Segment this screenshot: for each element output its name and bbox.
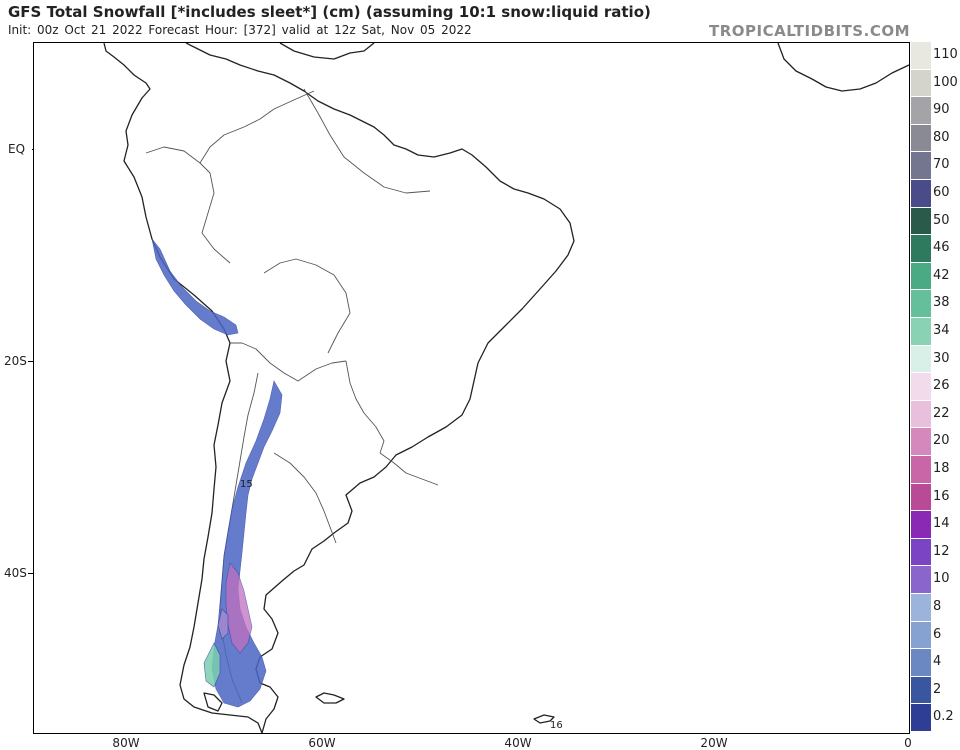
legend-item: 10: [911, 566, 959, 594]
legend-level-label: 42: [933, 267, 950, 283]
legend-swatch: [911, 649, 931, 677]
snowfall-map: 15 16: [33, 42, 910, 734]
legend-level-label: 60: [933, 185, 950, 200]
lon-label-0: 0: [904, 736, 912, 750]
legend-item: 80: [911, 124, 959, 153]
legend-item: 42: [911, 262, 959, 291]
legend-item: 20: [911, 428, 959, 456]
legend-level-label: 20: [933, 433, 950, 449]
brand-watermark: TROPICALTIDBITS.COM: [709, 22, 910, 40]
snowfall-color-scale: 110 100 90 80 70 60 50 46 42 38 34 30 26 22 20 18 16 14 12…: [911, 42, 959, 732]
legend-item: 12: [911, 538, 959, 567]
legend-item: 38: [911, 290, 959, 318]
legend-item: 50: [911, 207, 959, 236]
legend-item: 0.2: [911, 704, 959, 732]
legend-level-label: 0.2: [933, 709, 954, 725]
legend-level-label: 10: [933, 571, 950, 587]
legend-item: 70: [911, 152, 959, 180]
legend-swatch: [911, 373, 931, 401]
legend-level-label: 18: [933, 461, 950, 476]
country-borders: [145, 88, 439, 704]
legend-swatch: [911, 345, 931, 374]
legend-item: 2: [911, 676, 959, 705]
legend-level-label: 80: [933, 129, 950, 145]
legend-swatch: [911, 428, 931, 456]
legend-swatch: [911, 152, 931, 180]
legend-level-label: 6: [933, 626, 942, 642]
legend-level-label: 90: [933, 102, 950, 118]
legend-swatch: [911, 676, 931, 705]
legend-item: 30: [911, 345, 959, 374]
map-subtitle: Init: 00z Oct 21 2022 Forecast Hour: [37…: [8, 23, 472, 37]
legend-item: 26: [911, 373, 959, 401]
legend-swatch: [911, 207, 931, 236]
legend-swatch: [911, 290, 931, 318]
legend-swatch: [911, 621, 931, 650]
legend-swatch: [911, 97, 931, 125]
legend-item: 16: [911, 483, 959, 512]
legend-swatch: [911, 69, 931, 98]
legend-swatch: [911, 124, 931, 153]
legend-item: 34: [911, 318, 959, 346]
legend-level-label: 100: [933, 74, 958, 90]
legend-swatch: [911, 538, 931, 567]
lat-label-20s: 20S: [4, 354, 34, 368]
coastline: [103, 43, 909, 733]
legend-swatch: [911, 594, 931, 622]
legend-item: 60: [911, 180, 959, 208]
legend-item: 14: [911, 511, 959, 539]
legend-swatch: [911, 318, 931, 346]
lat-label-eq: EQ: [8, 142, 38, 156]
legend-swatch: [911, 511, 931, 539]
legend-item: 8: [911, 594, 959, 622]
legend-level-label: 38: [933, 295, 950, 311]
legend-swatch: [911, 400, 931, 429]
legend-level-label: 8: [933, 599, 942, 614]
legend-swatch: [911, 566, 931, 594]
andes-max-label: 15: [240, 479, 253, 490]
lon-label-40w: 40W: [504, 736, 532, 750]
legend-level-label: 22: [933, 405, 950, 421]
legend-level-label: 30: [933, 350, 950, 366]
legend-item: 22: [911, 400, 959, 429]
legend-level-label: 110: [933, 47, 958, 62]
legend-level-label: 34: [933, 323, 950, 338]
legend-level-label: 4: [933, 654, 942, 670]
legend-level-label: 70: [933, 157, 950, 173]
legend-item: 90: [911, 97, 959, 125]
legend-level-label: 50: [933, 212, 950, 228]
legend-level-label: 12: [933, 543, 950, 559]
legend-level-label: 26: [933, 378, 950, 394]
legend-swatch: [911, 262, 931, 291]
legend-item: 6: [911, 621, 959, 650]
legend-item: 18: [911, 456, 959, 484]
legend-swatch: [911, 42, 931, 70]
legend-level-label: 46: [933, 240, 950, 256]
south-georgia-max-label: 16: [550, 720, 563, 731]
legend-swatch: [911, 704, 931, 732]
snowfall-shading: [151, 238, 283, 708]
lon-label-60w: 60W: [308, 736, 336, 750]
legend-level-label: 2: [933, 681, 942, 697]
lon-label-80w: 80W: [112, 736, 140, 750]
lon-label-20w: 20W: [700, 736, 728, 750]
legend-swatch: [911, 235, 931, 263]
legend-swatch: [911, 180, 931, 208]
legend-swatch: [911, 456, 931, 484]
legend-level-label: 16: [933, 488, 950, 504]
legend-item: 4: [911, 649, 959, 677]
map-title: GFS Total Snowfall [*includes sleet*] (c…: [8, 3, 651, 21]
legend-swatch: [911, 483, 931, 512]
legend-item: 100: [911, 69, 959, 98]
legend-item: 110: [911, 42, 959, 70]
lat-label-40s: 40S: [4, 566, 34, 580]
legend-item: 46: [911, 235, 959, 263]
legend-level-label: 14: [933, 516, 950, 532]
